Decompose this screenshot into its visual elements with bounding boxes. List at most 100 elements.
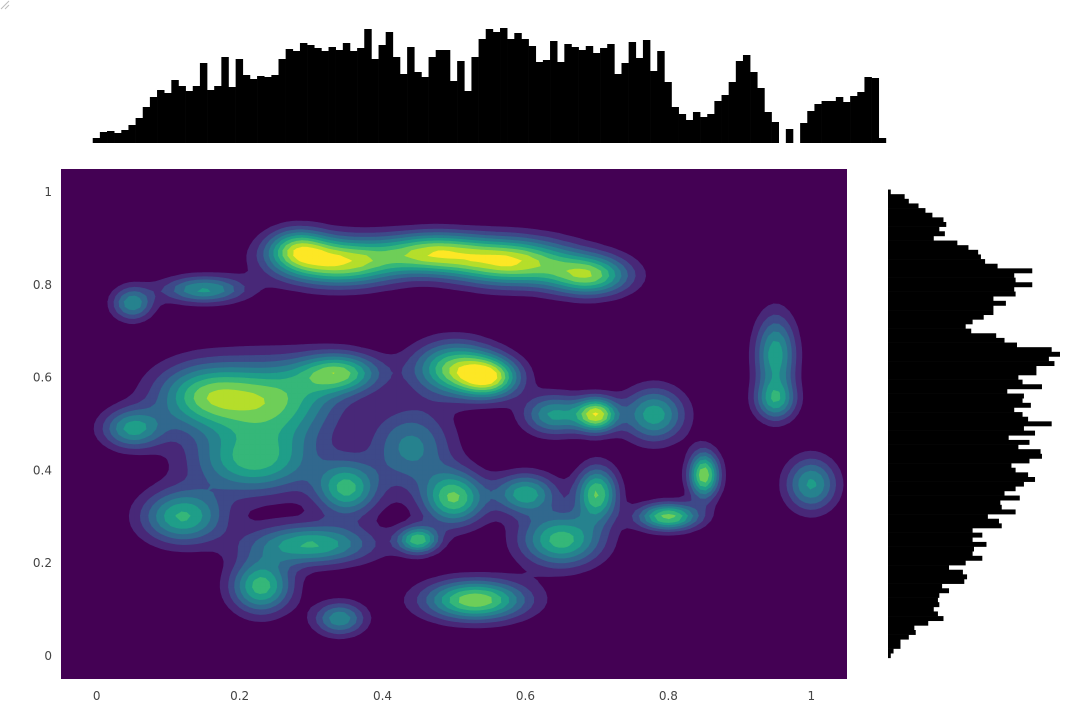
right-histogram-bar xyxy=(888,421,1052,427)
top-histogram-bar xyxy=(450,81,458,143)
right-histogram-bar xyxy=(888,282,1033,288)
top-histogram-bar xyxy=(364,29,372,143)
right-histogram-bar xyxy=(888,194,905,200)
top-histogram-bar xyxy=(199,63,208,143)
right-histogram-bar xyxy=(888,430,1036,436)
right-histogram-bar xyxy=(888,541,987,547)
right-histogram-bar xyxy=(888,523,1002,529)
top-histogram-bar xyxy=(207,90,215,143)
right-histogram-bar xyxy=(888,458,1030,464)
top-histogram-bar xyxy=(321,51,329,143)
top-histogram-bar xyxy=(192,86,201,143)
right-histogram-bar xyxy=(888,273,1015,278)
top-histogram-bar xyxy=(378,45,386,143)
density-contours xyxy=(93,220,844,640)
top-histogram-bar xyxy=(800,123,808,143)
top-histogram-bar xyxy=(557,62,565,143)
top-histogram-bar xyxy=(249,79,258,143)
right-histogram-bar xyxy=(888,537,973,543)
top-histogram-bar xyxy=(157,90,165,143)
right-histogram-bar xyxy=(888,347,1052,353)
x-tick-label: 0.8 xyxy=(659,689,678,703)
y-axis-ticks: 0 0.2 0.4 0.6 0.8 1 xyxy=(33,185,52,663)
right-histogram-bar xyxy=(888,625,915,631)
top-histogram-bar xyxy=(235,59,244,143)
top-histogram-bar xyxy=(714,101,722,143)
right-histogram-bar xyxy=(888,583,943,589)
right-histogram-bar xyxy=(888,263,998,269)
top-histogram-bar xyxy=(571,47,579,143)
top-histogram-bar xyxy=(678,114,687,143)
top-histogram-bar xyxy=(664,82,672,143)
right-histogram-bar xyxy=(888,393,1024,399)
right-histogram-bar xyxy=(888,463,1012,469)
top-histogram-bar xyxy=(843,102,851,143)
right-histogram-bar xyxy=(888,402,1031,408)
top-histogram-bar xyxy=(542,60,551,143)
top-histogram-bar xyxy=(149,97,158,143)
top-histogram-bar xyxy=(435,50,444,143)
right-histogram-bar xyxy=(888,528,973,533)
x-tick-label: 0.4 xyxy=(373,689,392,703)
top-histogram-bar xyxy=(742,55,751,143)
top-histogram-bar xyxy=(99,132,108,143)
top-histogram-bar xyxy=(607,44,615,143)
right-histogram-bar xyxy=(888,490,1005,496)
top-histogram-bar xyxy=(850,96,858,143)
right-histogram-bar xyxy=(888,337,1005,343)
top-histogram-bar xyxy=(528,46,537,143)
right-histogram-bar xyxy=(888,616,944,622)
right-histogram-bar xyxy=(888,222,947,227)
top-histogram-bar xyxy=(621,63,629,143)
top-histogram-bar xyxy=(492,32,501,143)
right-histogram-bar xyxy=(888,305,994,311)
right-histogram-bar xyxy=(888,653,891,659)
top-marginal-histogram xyxy=(92,28,887,143)
right-histogram-bar xyxy=(888,579,965,584)
right-histogram-bar xyxy=(888,444,1019,450)
top-histogram-bar xyxy=(671,107,679,143)
right-histogram-bar xyxy=(888,333,997,339)
top-histogram-bar xyxy=(707,114,715,143)
right-histogram-bar xyxy=(888,514,988,520)
right-histogram-bar xyxy=(888,379,1023,385)
top-histogram-bar xyxy=(642,40,651,143)
top-histogram-bar xyxy=(92,138,101,143)
top-histogram-bar xyxy=(478,39,487,143)
right-histogram-bar xyxy=(888,291,1016,297)
right-histogram-bar xyxy=(888,532,983,538)
top-histogram-bar xyxy=(285,49,294,143)
right-histogram-bar xyxy=(888,416,1029,422)
top-histogram-bar xyxy=(471,57,479,143)
right-histogram-bar xyxy=(888,426,1024,431)
right-histogram-bar xyxy=(888,606,934,612)
top-histogram-bar xyxy=(264,77,272,143)
right-histogram-bar xyxy=(888,495,1020,501)
top-histogram-bar xyxy=(107,131,115,143)
right-histogram-bar xyxy=(888,254,981,260)
top-histogram-bar xyxy=(185,91,194,143)
top-histogram-bar xyxy=(650,71,658,143)
right-histogram-bar xyxy=(888,407,1015,413)
top-histogram-bar xyxy=(428,57,437,143)
top-histogram-bar xyxy=(257,76,265,143)
right-histogram-bar xyxy=(888,597,938,603)
top-histogram-bar xyxy=(821,101,830,143)
right-histogram-bar xyxy=(888,435,1009,441)
resize-handle-icon[interactable] xyxy=(0,0,10,10)
top-histogram-bar xyxy=(121,130,129,143)
top-histogram-bar xyxy=(585,46,594,143)
top-histogram-bar xyxy=(728,82,737,143)
right-histogram-bar xyxy=(888,565,950,571)
x-tick-label: 0.6 xyxy=(516,689,535,703)
top-histogram-bar xyxy=(399,74,408,143)
x-axis-ticks: 0 0.2 0.4 0.6 0.8 1 xyxy=(93,689,815,703)
top-histogram-bar xyxy=(242,75,251,143)
right-histogram-bar xyxy=(888,504,1002,510)
top-histogram-bar xyxy=(164,93,172,143)
top-histogram-bar xyxy=(128,125,136,143)
right-histogram-bar xyxy=(888,384,1042,390)
top-histogram-bar xyxy=(514,33,522,143)
top-histogram-bar xyxy=(142,107,151,143)
